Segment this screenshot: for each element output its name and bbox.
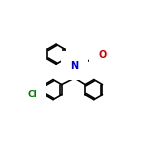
Text: Cl: Cl [27,90,37,99]
Text: O: O [99,50,107,60]
Text: N: N [70,61,79,71]
